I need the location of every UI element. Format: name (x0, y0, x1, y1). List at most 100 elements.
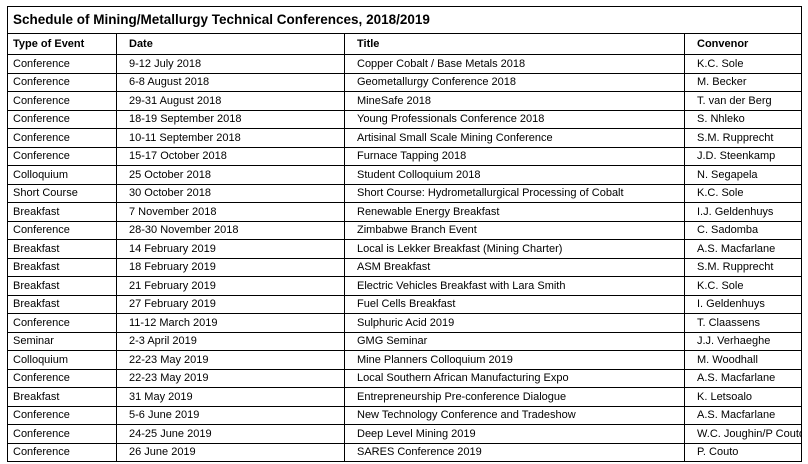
cell-convenor: T. Claassens (683, 313, 803, 333)
cell-date: 29-31 August 2018 (116, 91, 345, 111)
cell-title: Student Colloquium 2018 (344, 165, 685, 185)
cell-convenor: J.J. Verhaeghe (683, 331, 803, 351)
cell-date: 28-30 November 2018 (116, 220, 345, 240)
table-row: Breakfast 27 February 2019 Fuel Cells Br… (7, 294, 803, 314)
cell-type-of-event: Conference (7, 368, 117, 388)
cell-title: Fuel Cells Breakfast (344, 294, 685, 314)
table-row: Conference 11-12 March 2019 Sulphuric Ac… (7, 313, 803, 333)
column-header-type-of-event: Type of Event (7, 33, 117, 55)
table-row: Seminar 2-3 April 2019 GMG Seminar J.J. … (7, 331, 803, 351)
cell-title: MineSafe 2018 (344, 91, 685, 111)
cell-convenor: A.S. Macfarlane (683, 239, 803, 259)
cell-type-of-event: Conference (7, 424, 117, 444)
cell-convenor: I. Geldenhuys (683, 294, 803, 314)
cell-date: 2-3 April 2019 (116, 331, 345, 351)
table-row: Conference 29-31 August 2018 MineSafe 20… (7, 91, 803, 111)
title-row: Schedule of Mining/Metallurgy Technical … (6, 6, 803, 34)
cell-title: Young Professionals Conference 2018 (344, 109, 685, 129)
page-title: Schedule of Mining/Metallurgy Technical … (6, 6, 803, 34)
table-row: Conference 28-30 November 2018 Zimbabwe … (7, 220, 803, 240)
cell-type-of-event: Conference (7, 313, 117, 333)
schedule-table: Schedule of Mining/Metallurgy Technical … (6, 6, 803, 462)
cell-title: Sulphuric Acid 2019 (344, 313, 685, 333)
table-header-row: Type of Event Date Title Convenor (7, 33, 803, 55)
cell-title: Copper Cobalt / Base Metals 2018 (344, 54, 685, 74)
cell-date: 14 February 2019 (116, 239, 345, 259)
table-row: Breakfast 31 May 2019 Entrepreneurship P… (7, 387, 803, 407)
cell-convenor: K.C. Sole (683, 276, 803, 296)
cell-title: Deep Level Mining 2019 (344, 424, 685, 444)
table-row: Conference 24-25 June 2019 Deep Level Mi… (7, 424, 803, 444)
cell-title: GMG Seminar (344, 331, 685, 351)
cell-date: 26 June 2019 (116, 442, 345, 462)
cell-date: 22-23 May 2019 (116, 368, 345, 388)
table-row: Conference 26 June 2019 SARES Conference… (7, 442, 803, 462)
cell-type-of-event: Conference (7, 128, 117, 148)
cell-date: 24-25 June 2019 (116, 424, 345, 444)
cell-type-of-event: Breakfast (7, 387, 117, 407)
cell-title: Entrepreneurship Pre-conference Dialogue (344, 387, 685, 407)
cell-convenor: M. Woodhall (683, 350, 803, 370)
cell-title: Artisinal Small Scale Mining Conference (344, 128, 685, 148)
cell-convenor: J.D. Steenkamp (683, 146, 803, 166)
cell-convenor: K.C. Sole (683, 54, 803, 74)
table-row: Conference 10-11 September 2018 Artisina… (7, 128, 803, 148)
table-row: Breakfast 18 February 2019 ASM Breakfast… (7, 257, 803, 277)
table-body: Conference 9-12 July 2018 Copper Cobalt … (7, 54, 803, 462)
cell-type-of-event: Conference (7, 91, 117, 111)
table-row: Colloquium 25 October 2018 Student Collo… (7, 165, 803, 185)
cell-title: Local Southern African Manufacturing Exp… (344, 368, 685, 388)
cell-convenor: C. Sadomba (683, 220, 803, 240)
cell-date: 6-8 August 2018 (116, 72, 345, 92)
cell-date: 18 February 2019 (116, 257, 345, 277)
cell-date: 9-12 July 2018 (116, 54, 345, 74)
cell-title: SARES Conference 2019 (344, 442, 685, 462)
table-row: Conference 22-23 May 2019 Local Southern… (7, 368, 803, 388)
cell-date: 10-11 September 2018 (116, 128, 345, 148)
cell-title: New Technology Conference and Tradeshow (344, 405, 685, 425)
cell-type-of-event: Breakfast (7, 202, 117, 222)
table-row: Conference 9-12 July 2018 Copper Cobalt … (7, 54, 803, 74)
table-row: Breakfast 14 February 2019 Local is Lekk… (7, 239, 803, 259)
cell-date: 18-19 September 2018 (116, 109, 345, 129)
cell-type-of-event: Conference (7, 442, 117, 462)
table-row: Short Course 30 October 2018 Short Cours… (7, 183, 803, 203)
cell-date: 22-23 May 2019 (116, 350, 345, 370)
cell-type-of-event: Conference (7, 146, 117, 166)
column-header-convenor: Convenor (683, 33, 803, 55)
cell-type-of-event: Conference (7, 220, 117, 240)
cell-date: 5-6 June 2019 (116, 405, 345, 425)
table-row: Conference 18-19 September 2018 Young Pr… (7, 109, 803, 129)
cell-type-of-event: Short Course (7, 183, 117, 203)
cell-type-of-event: Breakfast (7, 294, 117, 314)
cell-type-of-event: Seminar (7, 331, 117, 351)
table-row: Conference 6-8 August 2018 Geometallurgy… (7, 72, 803, 92)
cell-title: Furnace Tapping 2018 (344, 146, 685, 166)
cell-convenor: S. Nhleko (683, 109, 803, 129)
cell-type-of-event: Colloquium (7, 350, 117, 370)
table-row: Conference 5-6 June 2019 New Technology … (7, 405, 803, 425)
cell-title: Zimbabwe Branch Event (344, 220, 685, 240)
cell-title: Electric Vehicles Breakfast with Lara Sm… (344, 276, 685, 296)
cell-convenor: S.M. Rupprecht (683, 257, 803, 277)
cell-title: Renewable Energy Breakfast (344, 202, 685, 222)
cell-convenor: K. Letsoalo (683, 387, 803, 407)
column-header-date: Date (116, 33, 345, 55)
cell-type-of-event: Colloquium (7, 165, 117, 185)
table-row: Breakfast 7 November 2018 Renewable Ener… (7, 202, 803, 222)
cell-title: Short Course: Hydrometallurgical Process… (344, 183, 685, 203)
column-header-title: Title (344, 33, 685, 55)
cell-type-of-event: Conference (7, 109, 117, 129)
cell-type-of-event: Breakfast (7, 239, 117, 259)
cell-convenor: A.S. Macfarlane (683, 368, 803, 388)
cell-title: Geometallurgy Conference 2018 (344, 72, 685, 92)
cell-convenor: S.M. Rupprecht (683, 128, 803, 148)
cell-convenor: N. Segapela (683, 165, 803, 185)
cell-type-of-event: Breakfast (7, 276, 117, 296)
cell-type-of-event: Conference (7, 72, 117, 92)
cell-date: 27 February 2019 (116, 294, 345, 314)
cell-type-of-event: Conference (7, 54, 117, 74)
cell-date: 15-17 October 2018 (116, 146, 345, 166)
cell-convenor: I.J. Geldenhuys (683, 202, 803, 222)
